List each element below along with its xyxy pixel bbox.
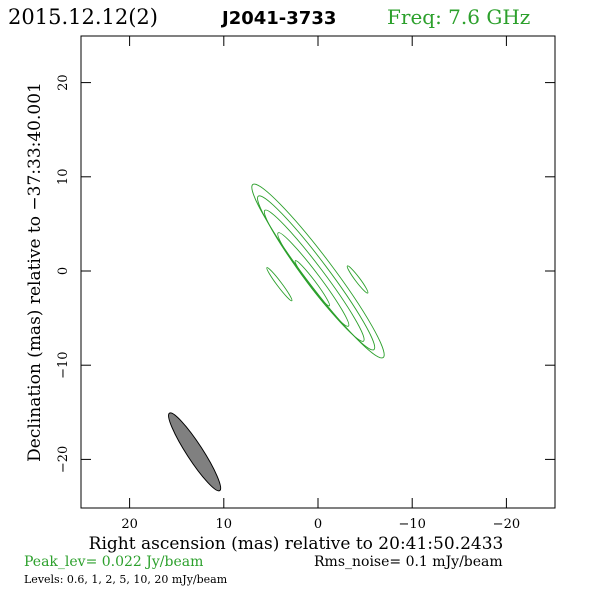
beam-ellipse (168, 412, 222, 492)
x-tick-label: −10 (398, 517, 425, 532)
rms-noise: Rms_noise= 0.1 mJy/beam (314, 554, 503, 570)
contour-group (251, 183, 385, 359)
y-tick-label: −10 (56, 351, 71, 378)
observation-date: 2015.12.12(2) (8, 5, 158, 29)
frequency-label: Freq: 7.6 GHz (387, 5, 530, 29)
axis-ticks (81, 36, 555, 508)
plot-frame (80, 35, 556, 509)
y-tick-label: −20 (56, 446, 71, 473)
x-tick-label: −20 (493, 517, 520, 532)
x-axis-label: Right ascension (mas) relative to 20:41:… (89, 534, 504, 554)
y-axis-label: Declination (mas) relative to −37:33:40.… (25, 82, 45, 462)
contour-levels: Levels: 0.6, 1, 2, 5, 10, 20 mJy/beam (24, 573, 228, 586)
x-tick-label: 0 (314, 517, 322, 532)
contour-level-0_6 (266, 267, 293, 302)
source-name: J2041-3733 (220, 8, 336, 29)
y-tick-label: 10 (56, 169, 71, 186)
y-tick-labels: 20 10 0 −10 −20 (56, 74, 71, 473)
contour-level-10 (294, 260, 331, 307)
x-tick-label: 10 (216, 517, 233, 532)
y-tick-label: 0 (56, 267, 71, 275)
contour-level-0_6 (346, 265, 369, 294)
contour-level-1 (257, 195, 376, 351)
beam-group (168, 412, 222, 492)
y-tick-label: 20 (56, 74, 71, 91)
peak-level: Peak_lev= 0.022 Jy/beam (24, 554, 203, 570)
x-tick-labels: 20 10 0 −10 −20 (121, 517, 520, 532)
x-tick-label: 20 (121, 517, 138, 532)
